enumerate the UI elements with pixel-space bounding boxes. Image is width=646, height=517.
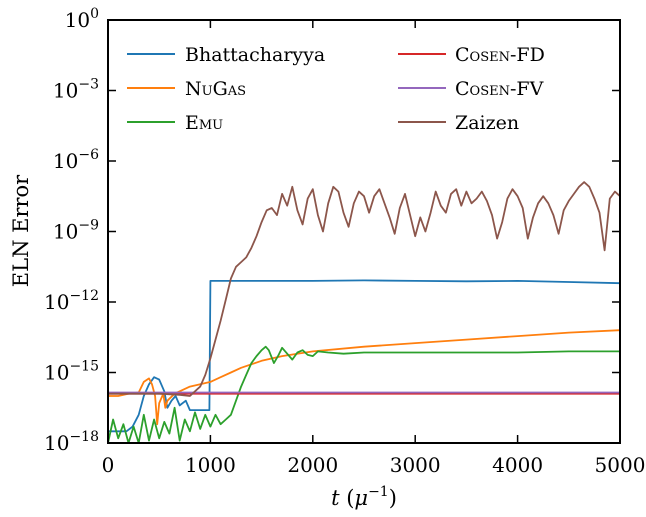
legend-label: Emu	[185, 112, 223, 134]
legend: Bhattacharyya NuGas Emu Coseν-FD Coseν-FV Zai…	[127, 44, 545, 134]
x-axis-label: t (μ−1)	[331, 484, 397, 510]
y-tick-label: 10−6	[53, 147, 99, 173]
y-tick-label: 10−12	[44, 288, 99, 314]
x-tick-label: 1000	[185, 453, 236, 477]
series-layer	[107, 181, 621, 444]
legend-label: Coseν-FD	[455, 44, 545, 66]
y-axis-label: ELN Error	[9, 174, 33, 287]
x-tick-label: 5000	[595, 453, 646, 477]
x-tick-label: 0	[102, 453, 115, 477]
x-tick-label: 2000	[287, 453, 338, 477]
legend-label: Coseν-FV	[455, 78, 544, 100]
ticks-layer: 0 1000 2000 3000 4000 5000 10−18 10−15 10−12 10−9…	[44, 6, 645, 477]
y-tick-label: 10−18	[44, 429, 99, 455]
y-tick-label: 10−9	[53, 218, 99, 244]
legend-label: Zaizen	[455, 112, 519, 134]
y-tick-label: 10−15	[44, 359, 99, 385]
series-line-emu	[107, 345, 620, 444]
legend-label: NuGas	[185, 78, 246, 100]
y-tick-label: 10−3	[53, 77, 99, 103]
y-tick-label: 100	[65, 6, 99, 32]
x-tick-label: 3000	[390, 453, 441, 477]
x-tick-label: 4000	[492, 453, 543, 477]
series-line-bhattacharyya	[108, 279, 621, 433]
legend-label: Bhattacharyya	[185, 44, 325, 66]
series-line-nugas	[108, 329, 621, 426]
series-line-zaizen	[108, 181, 621, 397]
